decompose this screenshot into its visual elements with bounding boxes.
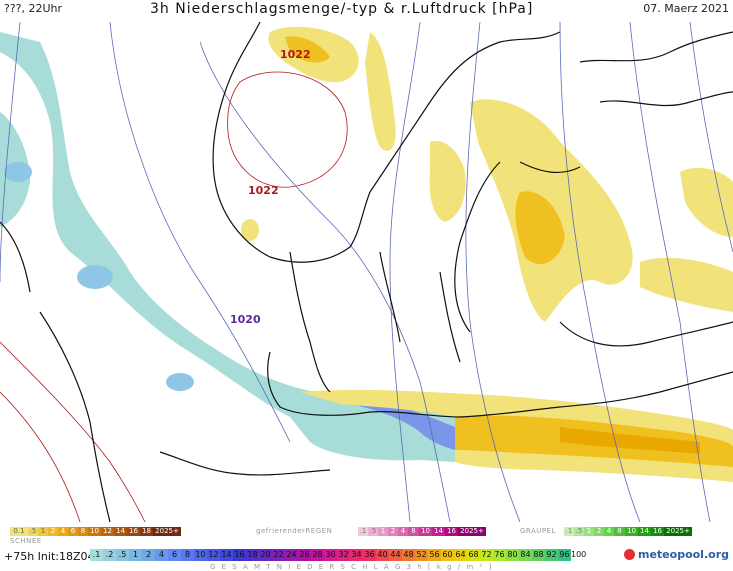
total-scale-cell: 28 — [311, 549, 324, 561]
total-scale-cell: 26 — [298, 549, 311, 561]
graupel-scale-cell: 10 — [625, 527, 638, 536]
snow-total-scale: .1.2.5 1 2 4 6 8 10 12 14 16 18 20 22 24 26 28 30 32 34 36 4… — [90, 549, 587, 561]
logo-icon — [624, 549, 635, 560]
total-scale-cell: 6 — [168, 549, 181, 561]
freezing-scale-cell: 2 — [388, 527, 398, 536]
total-scale-cell: 80 — [506, 549, 519, 561]
isobars — [0, 21, 733, 523]
freezing-scale-cell: 16 — [445, 527, 458, 536]
coastlines — [0, 21, 733, 523]
total-scale-cell: 24 — [285, 549, 298, 561]
graupel-scale-cell: 14 — [638, 527, 651, 536]
total-scale-cell: 40 — [376, 549, 389, 561]
total-scale-cell: 18 — [246, 549, 259, 561]
valid-date: 07. Maerz 2021 — [643, 2, 729, 15]
total-scale-cell: 44 — [389, 549, 402, 561]
total-scale-cell: 48 — [402, 549, 415, 561]
freezing-scale-cell: 10 — [419, 527, 432, 536]
freezing-scale-cell: 8 — [408, 527, 419, 536]
freezing-rain-scale: .1 .5 1 2 4 8 10 14 16 2025+ — [358, 527, 486, 536]
rain-scale-cell: 4 — [58, 527, 68, 536]
snow-label: SCHNEE — [10, 537, 42, 545]
total-scale-cell: 22 — [272, 549, 285, 561]
total-scale-cell: 32 — [337, 549, 350, 561]
total-scale-cell: 60 — [441, 549, 454, 561]
graupel-scale-cell: 8 — [614, 527, 625, 536]
graupel-scale-cell: 2025+ — [664, 527, 692, 536]
freezing-scale-cell: 1 — [378, 527, 388, 536]
graupel-scale-cell: 4 — [604, 527, 614, 536]
total-scale-cell: 36 — [363, 549, 376, 561]
freezing-scale-cell: 2025+ — [458, 527, 486, 536]
total-scale-cell: 64 — [454, 549, 467, 561]
rain-scale-cell: 14 — [114, 527, 127, 536]
total-scale-cell: 10 — [194, 549, 207, 561]
rain-scale-cell: .5 — [28, 527, 38, 536]
freezing-scale-cell: 4 — [398, 527, 408, 536]
total-scale-cell: 30 — [324, 549, 337, 561]
freezing-scale-cell: 14 — [432, 527, 445, 536]
legend: 0.1 .5 1 2 4 6 8 10 12 14 16 18 2025+ SC… — [0, 522, 733, 571]
rain-scale-cell: 2025+ — [153, 527, 181, 536]
rain-scale-cell: 6 — [68, 527, 78, 536]
map-title: 3h Niederschlagsmenge/-typ & r.Luftdruck… — [150, 1, 534, 17]
total-scale-cell: 8 — [181, 549, 194, 561]
rain-scale-cell: 1 — [38, 527, 48, 536]
graupel-scale-cell: 16 — [651, 527, 664, 536]
total-scale-cell: .1 — [90, 549, 103, 561]
total-scale-cell: 68 — [467, 549, 480, 561]
total-scale-cell: 1 — [129, 549, 142, 561]
graupel-scale-cell: .5 — [574, 527, 584, 536]
total-scale-cell: 4 — [155, 549, 168, 561]
total-scale-cell: 92 — [545, 549, 558, 561]
total-scale-cell: 16 — [233, 549, 246, 561]
graupel-scale-cell: 1 — [584, 527, 594, 536]
total-scale-cell: 84 — [519, 549, 532, 561]
freezing-scale-cell: .1 — [358, 527, 368, 536]
freezing-rain-label: gefrierenderREGEN — [256, 527, 333, 535]
header: ???, 22Uhr 3h Niederschlagsmenge/-typ & … — [0, 0, 733, 22]
logo-text: meteopool.org — [638, 548, 729, 561]
isobar-label-1020: 1020 — [230, 313, 261, 326]
graupel-scale-cell: 2 — [594, 527, 604, 536]
total-scale-cell: .5 — [116, 549, 129, 561]
total-scale-cell: 72 — [480, 549, 493, 561]
total-scale-cell: 34 — [350, 549, 363, 561]
map-canvas: 1022 1022 1020 — [0, 21, 733, 523]
rain-scale-cell: 16 — [127, 527, 140, 536]
rain-area — [241, 26, 733, 482]
rain-scale-cell: 10 — [88, 527, 101, 536]
isobar-label-1022-north: 1022 — [280, 48, 311, 61]
graupel-scale-cell: .1 — [564, 527, 574, 536]
graupel-scale: .1 .5 1 2 4 8 10 14 16 2025+ — [564, 527, 692, 536]
total-scale-cell: 12 — [207, 549, 220, 561]
rain-scale-cell: 0.1 — [10, 527, 28, 536]
freezing-scale-cell: .5 — [368, 527, 378, 536]
total-scale-cell: 88 — [532, 549, 545, 561]
meteopool-logo: meteopool.org — [624, 548, 729, 561]
total-scale-cell: 14 — [220, 549, 233, 561]
total-scale-cell: 52 — [415, 549, 428, 561]
snow-area — [0, 32, 455, 462]
total-scale-cell: .2 — [103, 549, 116, 561]
total-scale-cell: 100 — [571, 549, 587, 561]
total-scale-cell: 56 — [428, 549, 441, 561]
total-scale-cell: 20 — [259, 549, 272, 561]
total-precip-label: G E S A M T N I E D E R S C H L A G 3 h … — [210, 563, 494, 571]
rain-scale-cell: 8 — [78, 527, 88, 536]
rain-scale-cell: 18 — [140, 527, 153, 536]
rain-scale: 0.1 .5 1 2 4 6 8 10 12 14 16 18 2025+ — [10, 527, 181, 536]
total-scale-cell: 96 — [558, 549, 571, 561]
graupel-label: GRAUPEL — [520, 527, 556, 535]
precipitation-map: 1022 1022 1020 — [0, 21, 733, 523]
total-scale-cell: 76 — [493, 549, 506, 561]
rain-scale-cell: 2 — [48, 527, 58, 536]
rain-scale-cell: 12 — [101, 527, 114, 536]
total-scale-cell: 2 — [142, 549, 155, 561]
isobar-label-1022-south: 1022 — [248, 184, 279, 197]
valid-time-label: ???, 22Uhr — [4, 2, 63, 15]
